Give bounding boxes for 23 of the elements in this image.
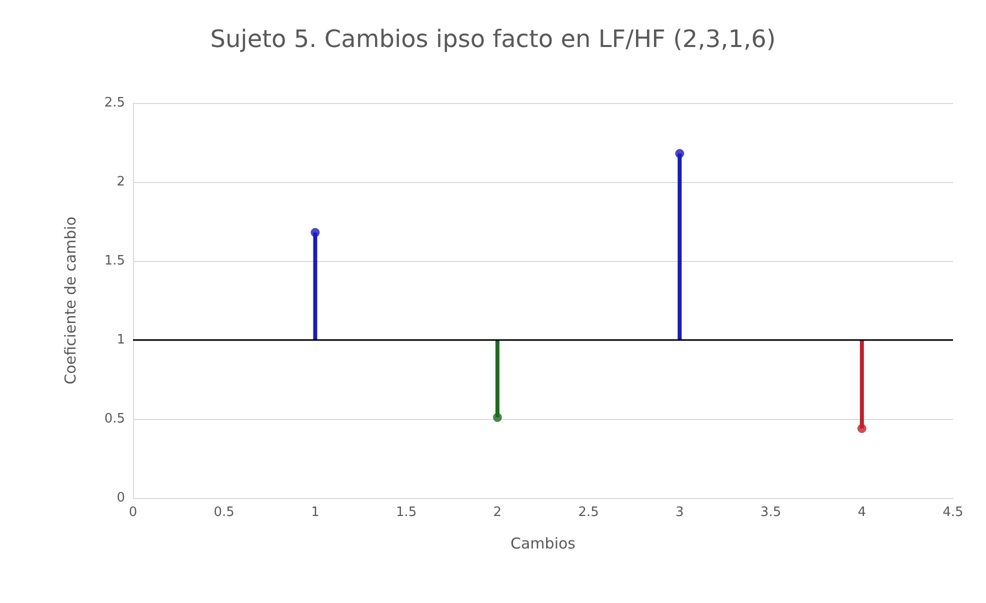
x-tick-label: 1.5: [396, 505, 417, 520]
point: [857, 424, 866, 433]
point: [675, 149, 684, 158]
point: [492, 412, 502, 422]
y-tick-label: 2: [116, 174, 125, 190]
point: [310, 228, 320, 238]
x-tick-label: 0: [128, 505, 138, 520]
x-tick-label: 2.5: [578, 505, 599, 520]
x-tick-label: 3: [676, 505, 684, 520]
y-tick-label: 0: [116, 490, 125, 506]
x-tick-label: 1: [311, 505, 320, 520]
x-tick-label: 2: [493, 505, 502, 520]
y-tick-label: 1: [116, 332, 125, 348]
y-tick-label: 0.5: [104, 412, 125, 426]
y-axis-title: Coeficiente de cambio: [62, 216, 80, 384]
x-axis-title: Cambios: [510, 534, 576, 552]
x-tick-label: 4: [858, 505, 866, 520]
y-tick-label: 1.5: [104, 254, 125, 268]
y-tick-label: 2.5: [104, 96, 125, 110]
chart-title: Sujeto 5. Cambios ipso facto en LF/HF (2,3,1,6): [210, 25, 776, 53]
x-tick-label: 4.5: [942, 505, 964, 520]
x-tick-label: 0.5: [214, 505, 234, 520]
x-tick-label: 3.5: [760, 505, 782, 520]
